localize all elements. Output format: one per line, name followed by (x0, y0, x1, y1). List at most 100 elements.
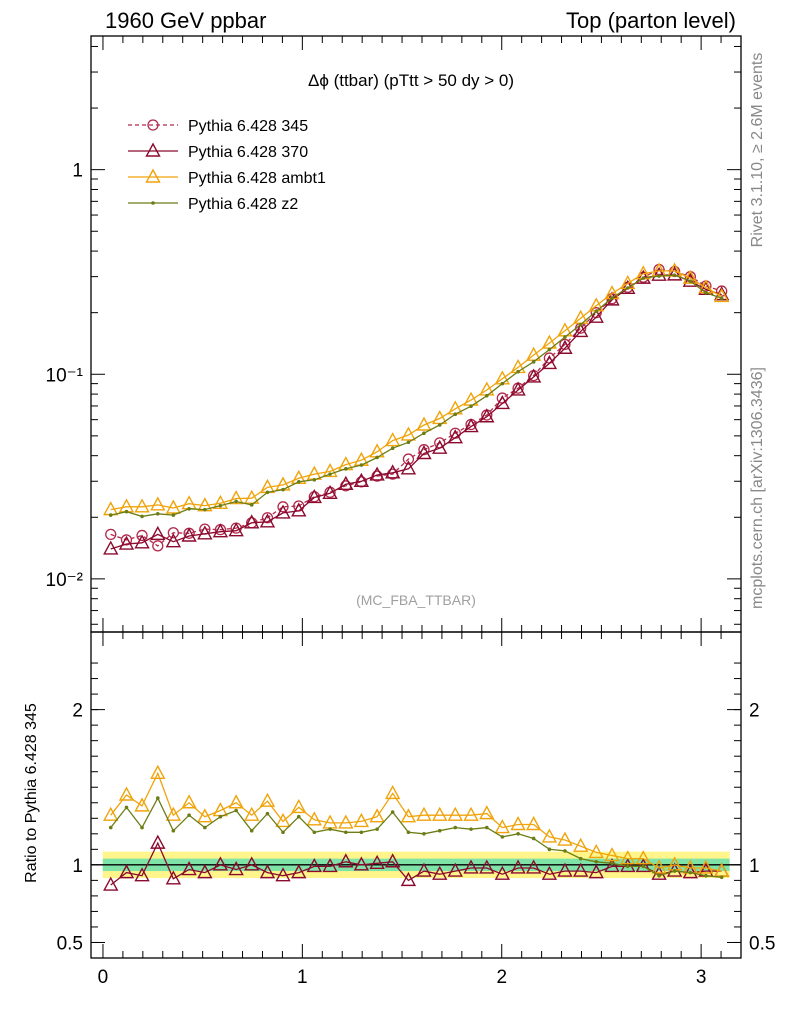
data-point-triangle (145, 142, 161, 157)
data-point-triangle (525, 368, 542, 383)
data-point-circle (167, 527, 179, 539)
data-point-triangle (557, 862, 573, 877)
data-point-triangle (322, 462, 338, 478)
data-point-triangle (244, 856, 260, 871)
data-point-triangle (651, 859, 667, 874)
ratio-series-line (110, 771, 722, 872)
data-point-dot (657, 873, 661, 878)
data-point-triangle (338, 475, 354, 490)
data-point-triangle (228, 861, 244, 876)
ratio-y-tick-label-left: 1 (72, 856, 83, 877)
data-point-dot (203, 825, 207, 830)
x-tick-label: 2 (496, 967, 507, 988)
main-series-4 (108, 273, 724, 519)
data-point-dot (218, 814, 223, 819)
data-point-dot (375, 827, 379, 831)
data-point-triangle (666, 266, 683, 281)
data-point-triangle (134, 534, 150, 549)
data-point-dot (688, 870, 693, 875)
data-point-dot (124, 509, 129, 514)
data-point-triangle (275, 504, 291, 519)
data-point-dot (406, 830, 411, 835)
data-point-triangle (244, 806, 260, 821)
data-point-dot (390, 446, 395, 451)
data-point-triangle (713, 288, 730, 303)
main-series-1 (105, 263, 728, 552)
data-point-triangle (369, 808, 385, 823)
data-point-triangle (573, 862, 589, 877)
data-point-dot (484, 825, 489, 830)
data-point-dot (344, 830, 348, 835)
data-point-triangle (228, 522, 244, 537)
ratio-y-tick-label-right: 0.5 (749, 933, 775, 954)
data-point-dot (625, 286, 630, 290)
data-point-dot (296, 480, 301, 484)
ratio-y-tick-label-left: 0.5 (57, 933, 83, 954)
data-point-triangle (338, 853, 354, 868)
legend-label: Pythia 6.428 z2 (188, 196, 298, 213)
data-point-triangle (494, 394, 511, 410)
data-point-dot (124, 805, 129, 810)
data-point-dot (641, 864, 646, 869)
data-point-triangle (557, 339, 573, 354)
data-point-triangle (384, 784, 401, 800)
data-point-triangle (369, 466, 385, 481)
main-y-tick-label: 1 (72, 161, 83, 182)
data-point-dot (328, 827, 332, 831)
data-point-circle (105, 528, 117, 541)
data-point-triangle (682, 269, 699, 284)
ratio-y-tick-label-right: 1 (749, 856, 760, 877)
data-point-triangle (165, 499, 182, 514)
legend-label: Pythia 6.428 345 (188, 118, 308, 135)
data-point-dot (375, 455, 379, 460)
data-point-dot (469, 404, 473, 409)
data-point-triangle (682, 864, 699, 879)
data-point-triangle (416, 416, 432, 431)
data-point-dot (203, 507, 207, 512)
data-point-triangle (525, 859, 542, 874)
data-point-triangle (447, 862, 463, 877)
data-point-dot (437, 828, 442, 833)
data-point-triangle (150, 764, 166, 779)
data-point-triangle (479, 859, 495, 874)
data-point-dot (484, 393, 489, 398)
data-point-triangle (259, 513, 276, 528)
data-point-dot (704, 291, 708, 295)
data-point-triangle (698, 859, 714, 874)
data-point-triangle (145, 168, 161, 183)
x-tick-label: 1 (297, 967, 308, 988)
data-point-dot (344, 467, 348, 471)
data-point-dot (422, 832, 426, 836)
data-point-triangle (291, 502, 307, 517)
data-point-triangle (228, 490, 244, 505)
data-point-dot (108, 513, 113, 517)
data-point-triangle (275, 867, 291, 882)
data-point-triangle (432, 806, 448, 821)
data-point-dot (641, 276, 646, 280)
data-point-circle (120, 534, 133, 546)
data-point-triangle (400, 871, 417, 887)
ratio-y-axis-label: Ratio to Pythia 6.428 345 (23, 703, 40, 883)
data-point-triangle (479, 408, 495, 423)
main-y-tick-label: 10⁻¹ (46, 365, 84, 386)
data-point-dot (140, 825, 144, 830)
data-point-dot (531, 836, 536, 841)
data-point-triangle (150, 834, 166, 849)
data-point-triangle (447, 806, 463, 821)
data-point-triangle (306, 811, 322, 826)
data-point-triangle (384, 853, 401, 868)
data-point-triangle (181, 527, 197, 542)
main-series-3 (103, 262, 730, 516)
data-point-dot (610, 296, 614, 300)
rivet-version-label: Rivet 3.1.10, ≥ 2.6M events (749, 53, 766, 248)
data-point-dot (249, 503, 254, 507)
data-point-triangle (416, 862, 432, 877)
ratio-series-line (110, 796, 722, 878)
data-point-dot (155, 511, 160, 516)
ratio-series-2 (103, 764, 730, 877)
data-point-triangle (541, 354, 558, 370)
data-point-dot (312, 477, 317, 482)
data-point-dot (657, 274, 661, 278)
data-point-triangle (181, 495, 197, 510)
main-plot-title: Δϕ (ttbar) (pTtt > 50 dy > 0) (308, 71, 514, 90)
